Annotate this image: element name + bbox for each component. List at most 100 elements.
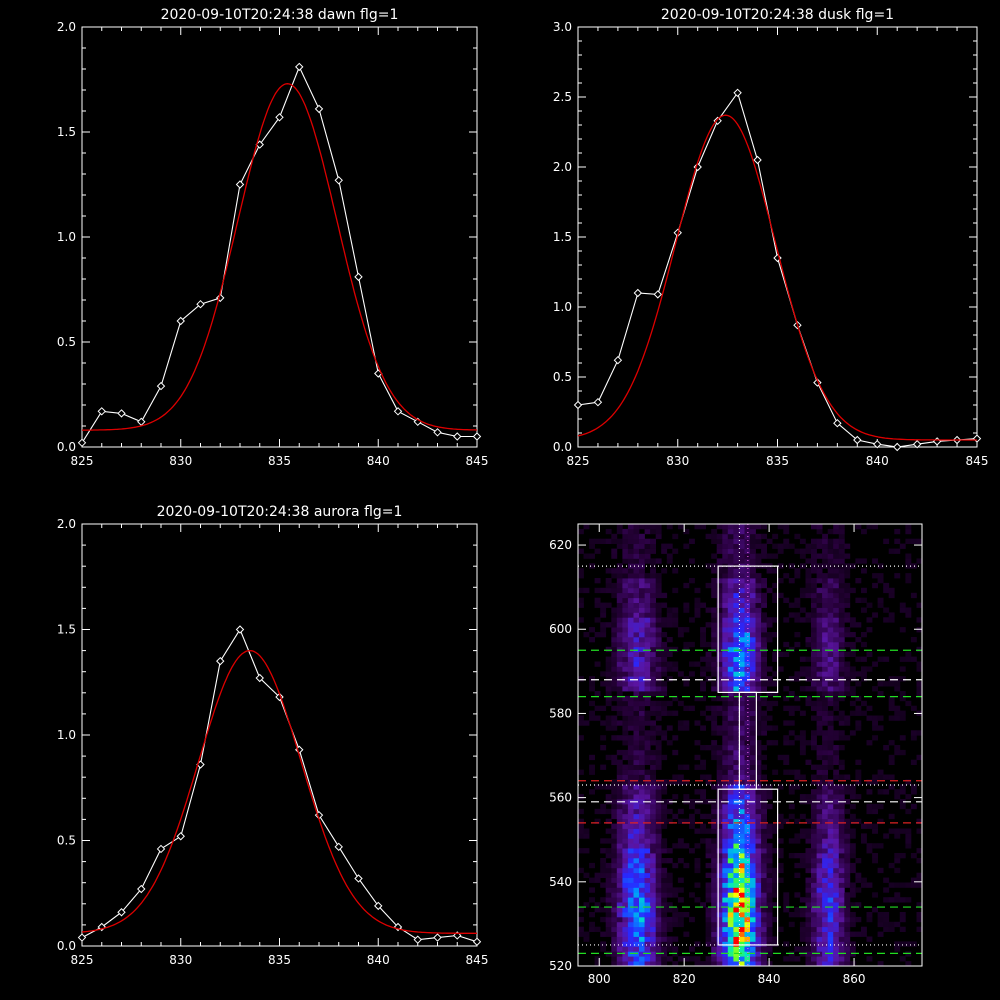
heatmap-cell	[716, 892, 723, 898]
heatmap-cell	[700, 641, 706, 648]
heatmap-cell	[650, 774, 656, 780]
heatmap-cell	[727, 553, 734, 559]
heatmap-cell	[794, 912, 801, 918]
heatmap-cell	[722, 941, 729, 947]
heatmap-cell	[833, 907, 840, 913]
heatmap-cell	[689, 578, 695, 584]
heatmap-cell	[822, 740, 828, 746]
x-tick-label: 840	[367, 953, 390, 967]
heatmap-cell	[750, 882, 756, 888]
heatmap-cell	[722, 921, 729, 928]
heatmap-cell	[722, 774, 729, 780]
heatmap-cell	[838, 548, 845, 554]
heatmap-cell	[894, 676, 901, 682]
heatmap-cell	[733, 582, 740, 589]
heatmap-cell	[755, 730, 762, 736]
heatmap-cell	[855, 887, 862, 893]
heatmap-cell	[777, 823, 784, 829]
heatmap-cell	[683, 862, 690, 869]
heatmap-cell	[755, 858, 762, 864]
heatmap-cell	[716, 745, 723, 751]
heatmap-cell	[633, 813, 640, 820]
heatmap-cell	[755, 808, 762, 815]
heatmap-cell	[761, 794, 767, 800]
heatmap-cell	[755, 902, 762, 908]
heatmap-cell	[655, 651, 662, 657]
heatmap-cell	[600, 632, 607, 638]
heatmap-cell	[589, 769, 595, 775]
heatmap-cell	[766, 872, 773, 878]
heatmap-cell	[783, 597, 790, 603]
heatmap-cell	[727, 887, 734, 893]
heatmap-cell	[866, 617, 873, 623]
heatmap-cell	[794, 612, 801, 618]
heatmap-cell	[644, 676, 651, 682]
heatmap-cell	[683, 528, 690, 535]
heatmap-cell	[805, 799, 812, 805]
heatmap-cell	[766, 666, 773, 672]
heatmap-cell	[750, 671, 756, 677]
heatmap-cell	[833, 587, 840, 594]
heatmap-cell	[811, 926, 817, 932]
heatmap-cell	[750, 902, 756, 908]
heatmap-cell	[650, 740, 656, 746]
heatmap-cell	[711, 931, 718, 937]
heatmap-cell	[683, 956, 690, 962]
heatmap-cell	[811, 686, 817, 692]
heatmap-cell	[605, 872, 612, 878]
heatmap-cell	[644, 578, 651, 584]
heatmap-cell	[811, 961, 817, 967]
heatmap-cell	[639, 578, 645, 584]
heatmap-cell	[733, 632, 740, 638]
heatmap-cell	[711, 749, 718, 756]
heatmap-cell	[822, 931, 828, 937]
heatmap-cell	[855, 578, 862, 584]
heatmap-cell	[816, 715, 823, 721]
heatmap-cell	[605, 646, 612, 653]
heatmap-cell	[844, 774, 851, 780]
heatmap-cell	[838, 931, 845, 937]
heatmap-cell	[827, 961, 834, 967]
heatmap-cell	[672, 568, 679, 574]
heatmap-cell	[589, 897, 595, 903]
heatmap-cell	[833, 902, 840, 908]
heatmap-cell	[761, 602, 767, 608]
heatmap-cell	[738, 666, 745, 672]
heatmap-cell	[811, 867, 817, 874]
heatmap-cell	[788, 784, 795, 790]
heatmap-cell	[755, 705, 762, 711]
heatmap-cell	[772, 902, 779, 908]
heatmap-cell	[578, 528, 584, 535]
heatmap-cell	[689, 956, 695, 962]
heatmap-cell	[627, 740, 634, 746]
heatmap-cell	[661, 651, 668, 657]
heatmap-cell	[899, 789, 906, 795]
heatmap-cell	[766, 877, 773, 883]
heatmap-cell	[666, 946, 673, 952]
heatmap-cell	[905, 651, 912, 657]
heatmap-cell	[910, 730, 917, 736]
heatmap-cell	[910, 877, 917, 883]
heatmap-cell	[672, 961, 679, 967]
heatmap-cell	[805, 926, 812, 932]
heatmap-cell	[827, 936, 834, 942]
heatmap-cell	[666, 902, 673, 908]
heatmap-cell	[849, 666, 856, 672]
heatmap-cell	[655, 676, 662, 682]
heatmap-cell	[655, 838, 662, 844]
heatmap-cell	[755, 676, 762, 682]
heatmap-cell	[639, 936, 645, 942]
heatmap-cell	[905, 838, 912, 844]
heatmap-cell	[661, 916, 668, 923]
heatmap-cell	[722, 676, 729, 682]
heatmap-cell	[622, 725, 629, 731]
heatmap-cell	[744, 872, 751, 878]
heatmap-cell	[694, 941, 701, 947]
heatmap-cell	[616, 759, 623, 765]
heatmap-cell	[838, 524, 845, 530]
heatmap-cell	[766, 916, 773, 923]
heatmap-cell	[866, 936, 873, 942]
heatmap-cell	[578, 548, 584, 554]
heatmap-cell	[816, 681, 823, 687]
heatmap-cell	[683, 646, 690, 653]
